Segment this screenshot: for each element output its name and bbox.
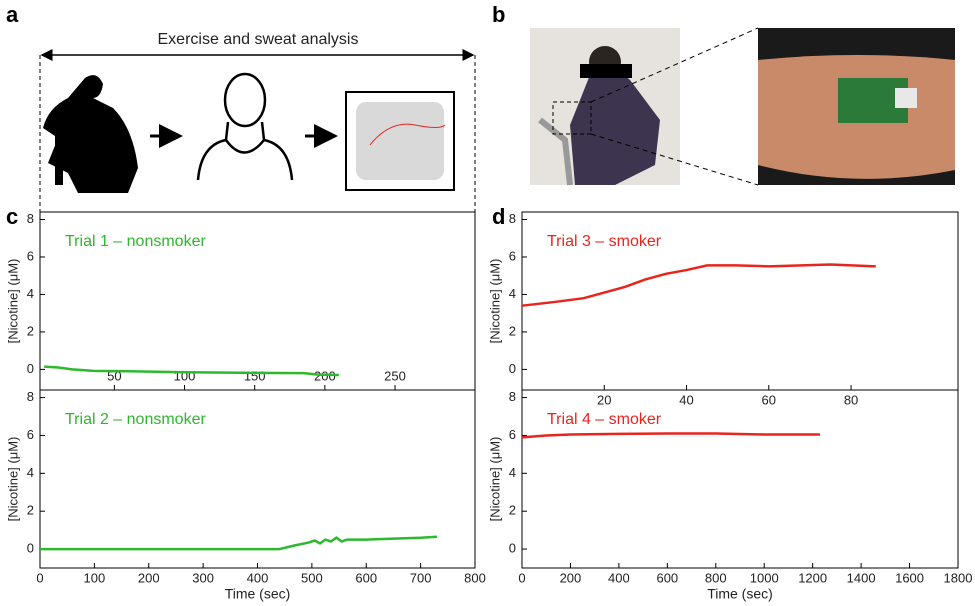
x-tick-label: 400 <box>247 570 269 585</box>
annotation: Trial 2 – nonsmoker <box>65 411 206 428</box>
y-tick-label: 2 <box>27 503 34 518</box>
x-tick-label: 20 <box>597 392 611 407</box>
y-axis-label: [Nicotine] (μM) <box>5 437 20 522</box>
x-tick-label: 250 <box>384 368 406 383</box>
x-tick-label: 1600 <box>895 570 924 585</box>
y-tick-label: 0 <box>27 541 34 556</box>
y-tick-label: 8 <box>509 211 516 226</box>
data-line <box>40 537 437 549</box>
data-line <box>522 264 876 305</box>
x-tick-label: 0 <box>36 570 43 585</box>
annotation: Trial 3 – smoker <box>547 233 662 250</box>
y-axis-label: [Nicotine] (μM) <box>487 437 502 522</box>
x-tick-label: 0 <box>518 570 525 585</box>
panel-label: a <box>6 2 19 27</box>
y-tick-label: 2 <box>509 323 516 338</box>
y-tick-label: 4 <box>27 286 34 301</box>
y-tick-label: 6 <box>27 427 34 442</box>
x-tick-label: 40 <box>679 392 693 407</box>
x-tick-label: 1000 <box>750 570 779 585</box>
y-tick-label: 6 <box>509 248 516 263</box>
annotation: Trial 1 – nonsmoker <box>65 233 206 250</box>
x-tick-label: 800 <box>464 570 486 585</box>
x-tick-label: 100 <box>84 570 106 585</box>
y-axis-label: [Nicotine] (μM) <box>5 259 20 344</box>
x-axis-label: Time (sec) <box>707 586 773 602</box>
x-tick-label: 1400 <box>847 570 876 585</box>
panel-label: b <box>492 2 505 27</box>
x-tick-label: 150 <box>244 368 266 383</box>
figure: a b c d Exercise and sweat analysis 0 2 4 6… <box>0 0 975 606</box>
x-tick-label: 700 <box>410 570 432 585</box>
x-tick-label: 60 <box>762 392 776 407</box>
y-tick-label: 0 <box>509 361 516 376</box>
annotation: Trial 4 – smoker <box>547 411 662 428</box>
x-tick-label: 200 <box>560 570 582 585</box>
y-tick-label: 2 <box>509 503 516 518</box>
data-line <box>522 434 820 438</box>
y-tick-label: 4 <box>509 465 516 480</box>
y-tick-label: 0 <box>27 361 34 376</box>
x-tick-label: 800 <box>705 570 727 585</box>
x-tick-label: 1200 <box>798 570 827 585</box>
y-tick-label: 8 <box>27 211 34 226</box>
y-tick-label: 2 <box>27 323 34 338</box>
y-tick-label: 4 <box>27 465 34 480</box>
x-tick-label: 600 <box>355 570 377 585</box>
x-tick-label: 200 <box>138 570 160 585</box>
x-tick-label: 400 <box>608 570 630 585</box>
x-tick-label: 500 <box>301 570 323 585</box>
panel-label: c <box>6 204 18 229</box>
panel-label: d <box>492 204 505 229</box>
y-tick-label: 6 <box>509 427 516 442</box>
x-tick-label: 1800 <box>944 570 973 585</box>
x-tick-label: 600 <box>656 570 678 585</box>
y-tick-label: 0 <box>509 541 516 556</box>
y-tick-label: 8 <box>509 389 516 404</box>
y-tick-label: 6 <box>27 248 34 263</box>
y-axis-label: [Nicotine] (μM) <box>487 259 502 344</box>
x-tick-label: 300 <box>192 570 214 585</box>
photo <box>530 28 955 185</box>
illustration <box>40 55 475 212</box>
x-axis-label: Time (sec) <box>225 586 291 602</box>
y-tick-label: 8 <box>27 389 34 404</box>
header: Exercise and sweat analysis <box>158 31 359 48</box>
x-tick-label: 80 <box>844 392 858 407</box>
y-tick-label: 4 <box>509 286 516 301</box>
x-tick-label: 100 <box>174 368 196 383</box>
